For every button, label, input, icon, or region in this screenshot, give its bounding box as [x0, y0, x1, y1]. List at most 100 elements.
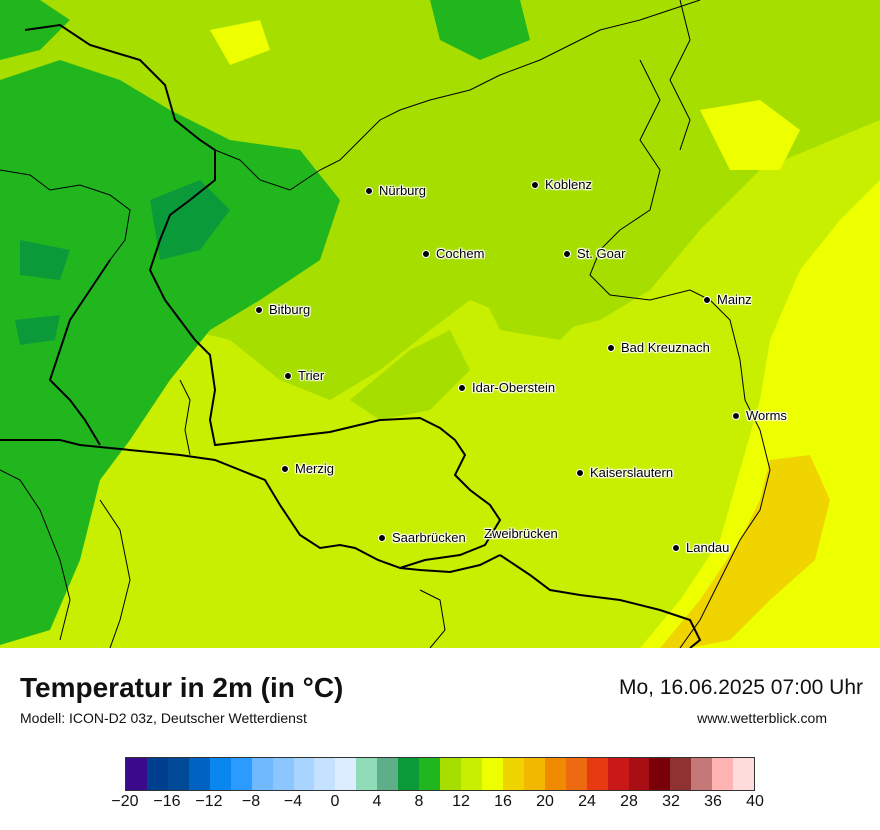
city-name: Idar-Oberstein — [472, 380, 556, 395]
city-marker: Kaiserslautern — [576, 465, 673, 480]
city-marker: Koblenz — [531, 177, 592, 192]
city-dot-icon — [531, 180, 539, 189]
legend-swatch — [691, 758, 713, 790]
legend-tick-label: −8 — [241, 793, 261, 810]
city-dot-icon — [563, 249, 571, 258]
legend-swatch — [565, 758, 587, 790]
legend-tick-label: 0 — [330, 793, 340, 810]
city-marker: Bad Kreuznach — [607, 340, 710, 355]
city-name: Landau — [686, 540, 730, 555]
zone-10-12 — [0, 60, 340, 645]
city-marker: St. Goar — [563, 246, 625, 261]
model-info: Modell: ICON-D2 03z, Deutscher Wetterdie… — [20, 710, 307, 726]
legend-swatch — [670, 758, 692, 790]
legend-tick-label: 28 — [620, 793, 638, 810]
map-footer: Temperatur in 2m (in °C) Modell: ICON-D2… — [0, 648, 880, 830]
legend-swatch — [356, 758, 378, 790]
zone-8-10 — [15, 315, 60, 345]
legend-swatch — [419, 758, 441, 790]
state-border — [589, 59, 771, 648]
forecast-datetime: Mo, 16.06.2025 07:00 Uhr — [618, 676, 863, 699]
city-dot-icon — [284, 371, 292, 380]
legend-swatch — [335, 758, 357, 790]
city-dot-icon — [607, 343, 615, 352]
city-name: Trier — [298, 368, 325, 383]
color-legend — [125, 757, 755, 791]
city-name: Merzig — [295, 461, 335, 476]
legend-swatch — [377, 758, 399, 790]
legend-swatch — [733, 758, 755, 790]
legend-swatch — [314, 758, 336, 790]
state-border — [214, 0, 701, 191]
legend-tick-label: 40 — [746, 793, 764, 810]
zone-8-10 — [20, 240, 70, 280]
legend-swatch — [293, 758, 315, 790]
legend-swatch — [502, 758, 524, 790]
legend-tick-label: 36 — [704, 793, 722, 810]
legend-tick-label: 4 — [372, 793, 382, 810]
legend-tick-label: 8 — [414, 793, 424, 810]
city-dot-icon — [732, 411, 740, 420]
website-link[interactable]: www.wetterblick.com — [697, 710, 827, 726]
temperature-field — [0, 0, 880, 648]
legend-swatch — [251, 758, 273, 790]
zone-12-14 — [470, 260, 600, 340]
city-name: Saarbrücken — [392, 530, 466, 545]
country-border — [48, 259, 111, 446]
city-marker: Zweibrücken — [484, 526, 558, 541]
legend-swatch — [649, 758, 671, 790]
legend-swatch — [230, 758, 252, 790]
city-name: Cochem — [436, 246, 485, 261]
legend-tick-label: −4 — [283, 793, 303, 810]
city-marker: Saarbrücken — [378, 530, 466, 545]
legend-swatch — [481, 758, 503, 790]
state-border — [179, 379, 191, 456]
city-name: Zweibrücken — [484, 526, 558, 541]
city-name: Mainz — [717, 292, 752, 307]
city-dot-icon — [255, 305, 263, 314]
legend-tick-label: −16 — [153, 793, 181, 810]
zone-12-14 — [350, 330, 470, 420]
legend-swatch — [586, 758, 608, 790]
legend-swatch — [712, 758, 734, 790]
zone-8-10 — [150, 180, 230, 260]
city-marker: Mainz — [703, 292, 752, 307]
city-marker: Landau — [672, 540, 729, 555]
country-border — [0, 23, 502, 570]
legend-swatch — [272, 758, 294, 790]
legend-tick-label: 20 — [536, 793, 554, 810]
state-border — [669, 0, 691, 151]
city-dot-icon — [365, 186, 373, 195]
state-border — [0, 169, 131, 261]
legend-swatch — [146, 758, 168, 790]
legend-swatch — [398, 758, 420, 790]
legend-tick-label: 12 — [452, 793, 470, 810]
zone-18-20 — [660, 455, 830, 648]
zone-10-12 — [430, 0, 530, 60]
zone-12-14 — [550, 110, 700, 230]
legend-swatch — [167, 758, 189, 790]
legend-tick-label: −12 — [195, 793, 223, 810]
legend-swatch — [126, 758, 147, 790]
city-name: Koblenz — [545, 177, 592, 192]
city-marker: Trier — [284, 368, 324, 383]
city-dot-icon — [458, 383, 466, 392]
legend-swatch — [209, 758, 231, 790]
legend-swatch — [544, 758, 566, 790]
temperature-map: Nürburg Koblenz Cochem St. Goar Bitburg Mainz… — [0, 0, 880, 648]
legend-swatch — [523, 758, 545, 790]
legend-swatch — [461, 758, 482, 790]
zone-16-18 — [700, 100, 800, 170]
city-dot-icon — [378, 533, 386, 542]
city-dot-icon — [422, 249, 430, 258]
country-border — [499, 554, 702, 648]
legend-tick-label: 16 — [494, 793, 512, 810]
state-border — [99, 499, 131, 648]
city-dot-icon — [281, 464, 289, 473]
legend-tick-label: −20 — [111, 793, 139, 810]
legend-swatch — [188, 758, 210, 790]
city-marker: Worms — [732, 408, 787, 423]
city-dot-icon — [703, 295, 711, 304]
legend-tick-label: 24 — [578, 793, 596, 810]
zone-16-18 — [210, 20, 270, 65]
